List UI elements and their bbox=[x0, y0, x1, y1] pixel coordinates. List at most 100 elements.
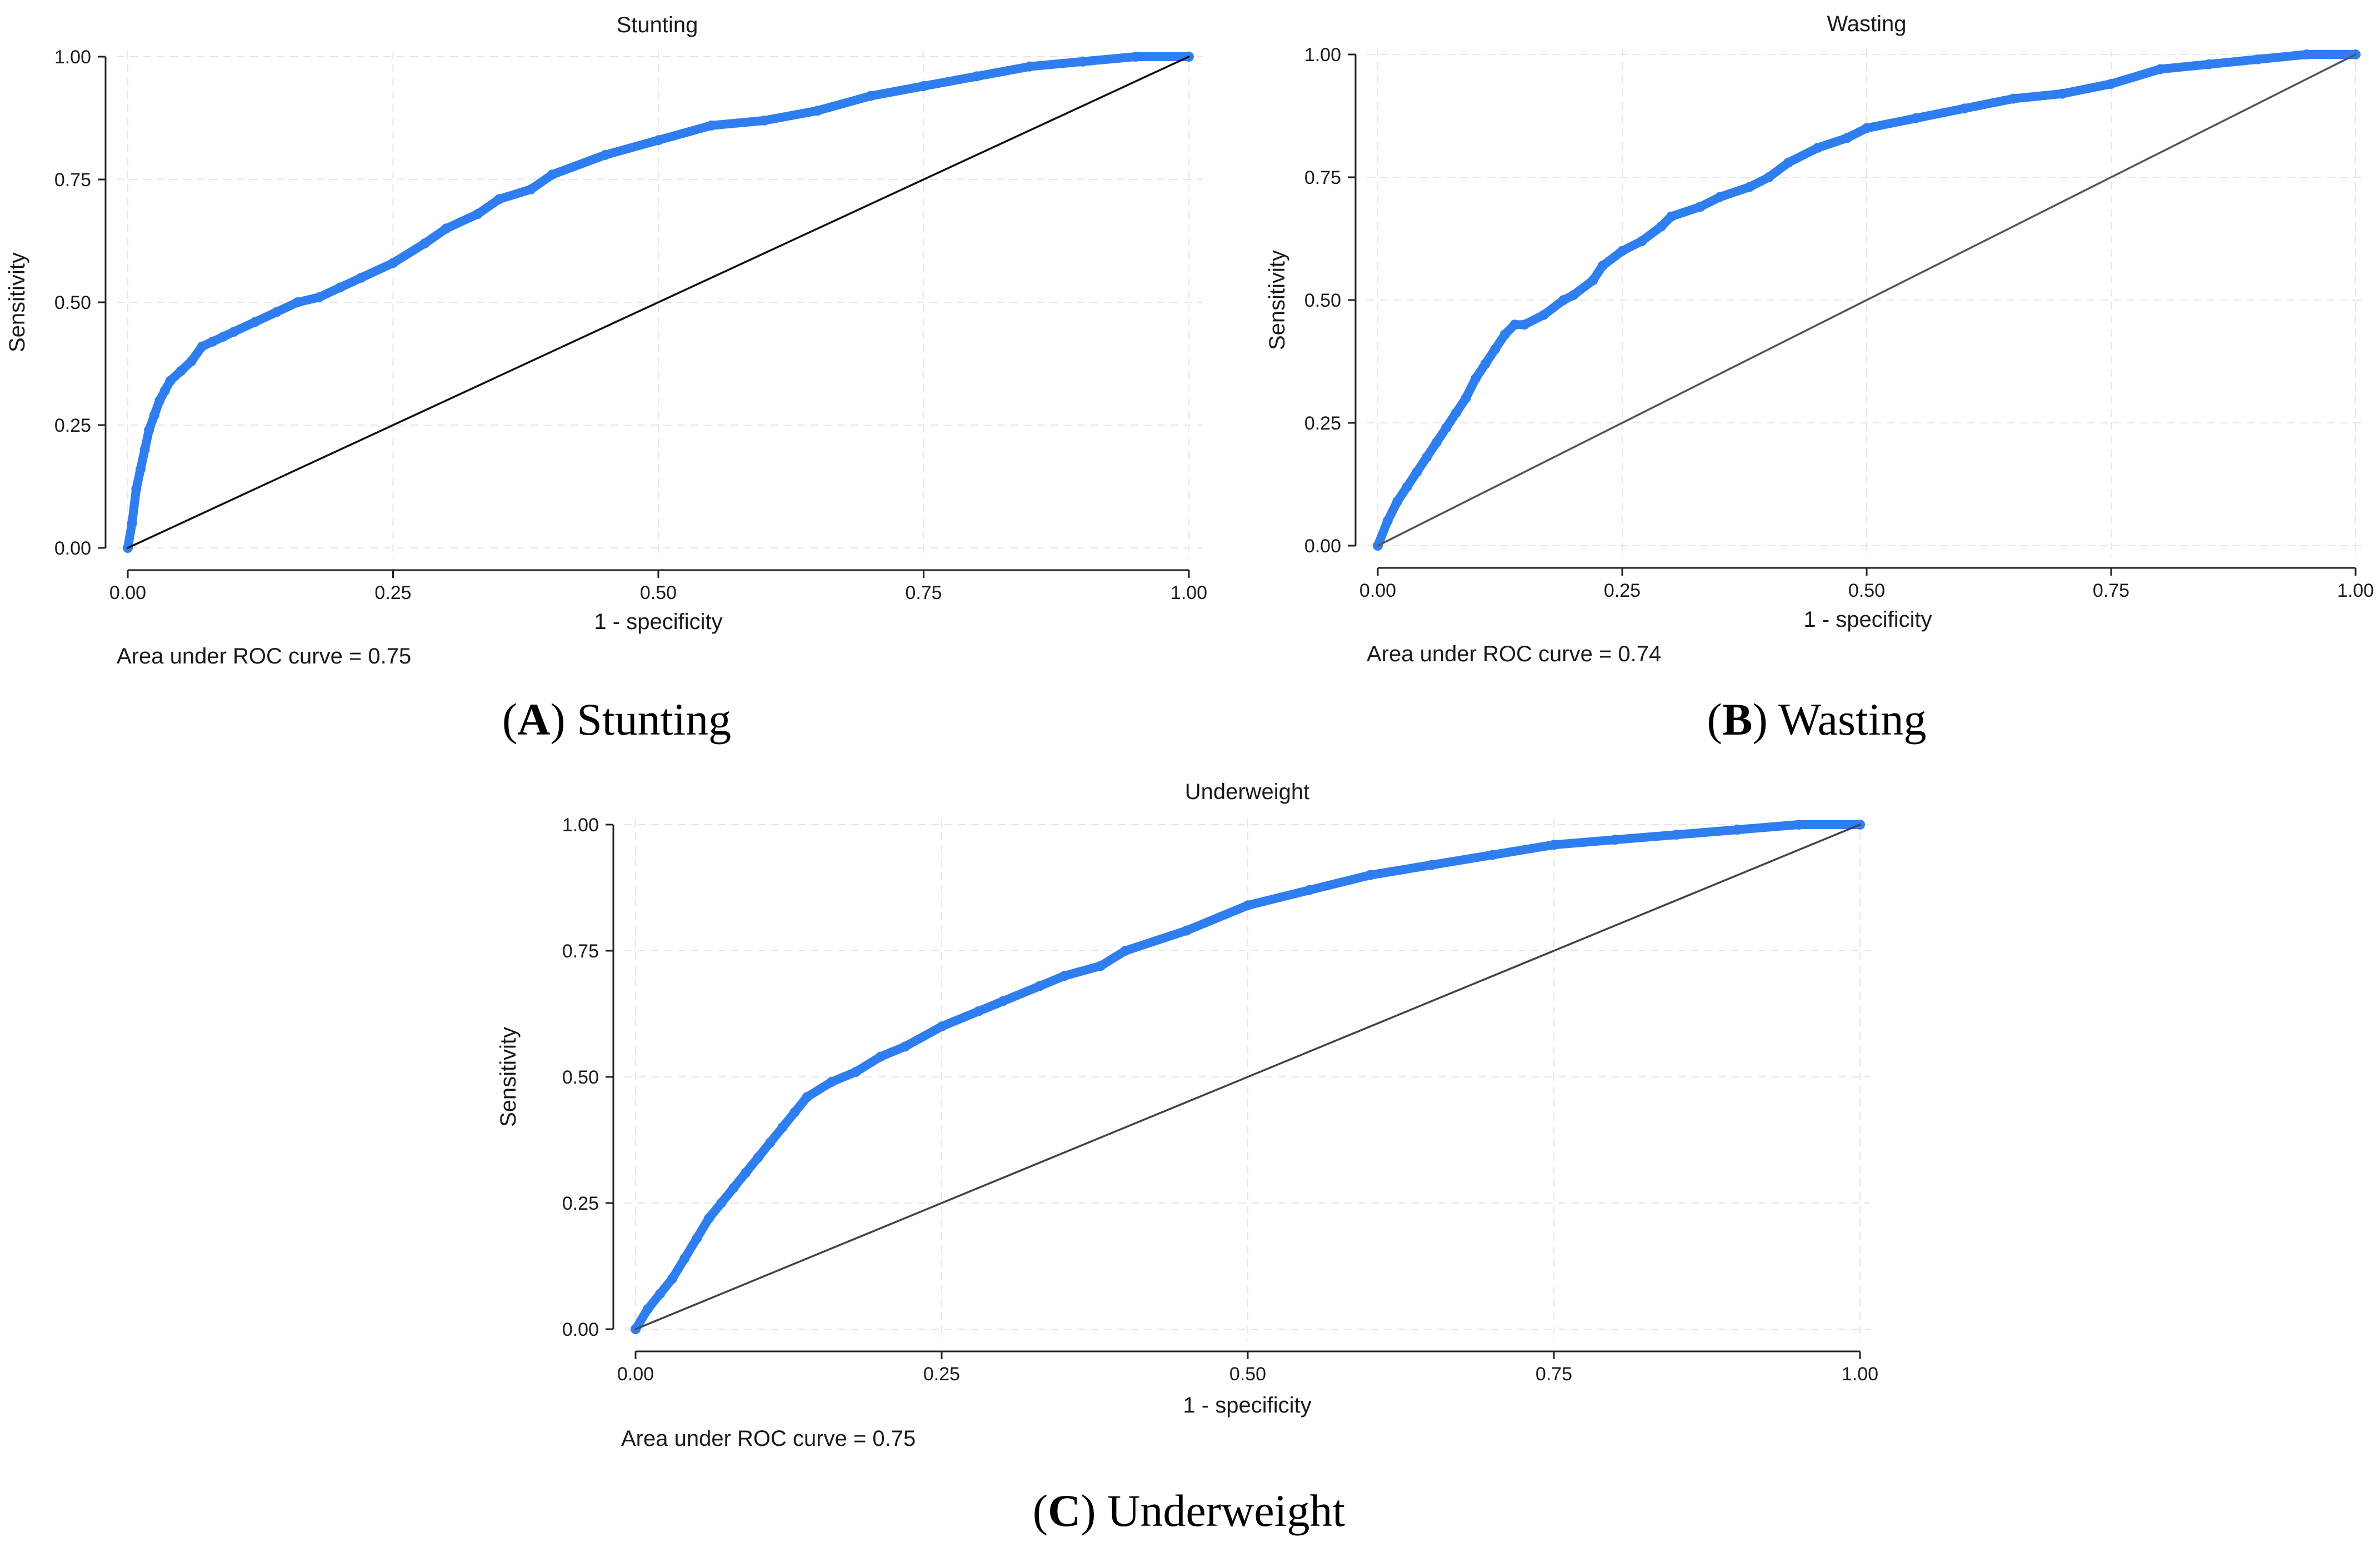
y-axis-label: Sensitivity bbox=[1265, 250, 1289, 350]
chart-title: Wasting bbox=[1827, 12, 1906, 36]
roc-point-30 bbox=[1813, 142, 1823, 153]
x-tick-label-0: 0.00 bbox=[1359, 580, 1396, 601]
roc-point-13 bbox=[1499, 329, 1510, 340]
roc-point-2 bbox=[131, 483, 142, 494]
roc-point-34 bbox=[1959, 103, 1969, 114]
roc-point-37 bbox=[1024, 61, 1035, 72]
roc-point-9 bbox=[1461, 393, 1471, 403]
roc-point-31 bbox=[1487, 850, 1498, 860]
roc-point-14 bbox=[218, 331, 228, 342]
roc-point-20 bbox=[973, 1006, 984, 1016]
roc-point-39 bbox=[1131, 52, 1141, 62]
roc-point-33 bbox=[1911, 113, 1921, 123]
roc-chart-stunting: 0.00 0.25 0.50 0.75 1.00 0.00 0.25 0.50 0.75 1.00… bbox=[5, 13, 1207, 668]
roc-point-7 bbox=[154, 395, 165, 406]
roc-point-11 bbox=[186, 356, 197, 367]
auc-note: Area under ROC curve = 0.75 bbox=[621, 1426, 916, 1451]
x-tick-label-3: 0.75 bbox=[1536, 1364, 1572, 1385]
x-axis-label: 1 - specificity bbox=[1183, 1393, 1311, 1418]
roc-point-22 bbox=[1637, 236, 1647, 246]
caption-a-letter: A bbox=[517, 694, 551, 745]
y-tick-label-1: 0.25 bbox=[54, 415, 91, 436]
roc-point-18 bbox=[899, 1041, 910, 1052]
chart-panel-underweight: 0.00 0.25 0.50 0.75 1.00 0.00 0.25 0.50 0.75 1.00… bbox=[483, 767, 1894, 1489]
roc-point-25 bbox=[1120, 946, 1131, 956]
roc-point-25 bbox=[473, 208, 483, 219]
caption-b: (B) Wasting bbox=[1707, 694, 1927, 745]
roc-point-26 bbox=[1715, 192, 1725, 202]
roc-point-11 bbox=[1480, 358, 1491, 369]
y-tick-label-0: 0.00 bbox=[562, 1319, 599, 1340]
roc-point-18 bbox=[1568, 290, 1578, 301]
y-tick-label-2: 0.50 bbox=[1304, 290, 1341, 311]
y-tick-label-1: 0.25 bbox=[562, 1193, 599, 1214]
roc-point-14 bbox=[802, 1092, 812, 1102]
roc-point-13 bbox=[207, 336, 218, 347]
y-tick-label-4: 1.00 bbox=[1304, 44, 1341, 66]
roc-point-30 bbox=[1426, 860, 1437, 870]
roc-point-10 bbox=[176, 366, 186, 376]
x-axis-label: 1 - specificity bbox=[1803, 607, 1932, 632]
roc-point-14 bbox=[1509, 320, 1520, 330]
roc-point-27 bbox=[1243, 900, 1253, 911]
roc-point-22 bbox=[388, 258, 398, 268]
x-axis-label: 1 - specificity bbox=[594, 610, 722, 634]
roc-point-2 bbox=[1392, 496, 1403, 507]
roc-point-17 bbox=[271, 307, 282, 317]
roc-point-9 bbox=[165, 376, 176, 386]
y-tick-label-3: 0.75 bbox=[562, 941, 599, 962]
roc-point-8 bbox=[159, 386, 170, 396]
roc-point-6 bbox=[149, 410, 159, 421]
y-tick-label-4: 1.00 bbox=[54, 47, 91, 68]
roc-point-12 bbox=[197, 341, 207, 352]
roc-point-18 bbox=[292, 297, 303, 307]
x-tick-label-3: 0.75 bbox=[905, 582, 942, 603]
roc-point-36 bbox=[972, 71, 982, 82]
caption-c-letter: C bbox=[1048, 1485, 1081, 1536]
x-tick-label-0: 0.00 bbox=[617, 1364, 654, 1385]
roc-point-4 bbox=[139, 445, 150, 455]
roc-point-6 bbox=[1431, 437, 1442, 448]
caption-b-letter: B bbox=[1722, 694, 1753, 745]
roc-point-15 bbox=[229, 327, 239, 337]
x-tick-label-1: 0.25 bbox=[374, 582, 411, 603]
x-tick-label-4: 1.00 bbox=[1171, 582, 1207, 603]
roc-point-15 bbox=[826, 1077, 837, 1087]
x-tick-label-1: 0.25 bbox=[923, 1364, 960, 1385]
roc-point-36 bbox=[1793, 820, 1804, 830]
roc-point-5 bbox=[692, 1233, 702, 1244]
roc-point-32 bbox=[759, 115, 769, 126]
roc-point-28 bbox=[547, 169, 557, 180]
roc-point-15 bbox=[1519, 320, 1529, 330]
chart-title: Stunting bbox=[617, 13, 698, 37]
caption-a-text: Stunting bbox=[577, 694, 732, 745]
x-tick-label-1: 0.25 bbox=[1604, 580, 1641, 601]
roc-point-19 bbox=[1588, 275, 1598, 286]
reference-line bbox=[1377, 53, 2357, 547]
y-tick-label-2: 0.50 bbox=[562, 1067, 599, 1088]
roc-point-24 bbox=[1096, 961, 1106, 971]
roc-point-8 bbox=[1451, 408, 1461, 418]
roc-point-36 bbox=[2057, 88, 2067, 99]
roc-point-29 bbox=[600, 149, 611, 160]
roc-chart-wasting: 0.00 0.25 0.50 0.75 1.00 0.00 0.25 0.50 0.75 1.00… bbox=[1265, 12, 2374, 666]
roc-point-41 bbox=[2302, 49, 2312, 59]
roc-point-21 bbox=[1617, 246, 1627, 256]
x-tick-label-4: 1.00 bbox=[1842, 1364, 1878, 1385]
caption-b-text: Wasting bbox=[1778, 694, 1927, 745]
roc-point-32 bbox=[1862, 123, 1872, 133]
roc-point-29 bbox=[1365, 870, 1376, 880]
roc-point-12 bbox=[777, 1122, 788, 1132]
caption-a: (A) Stunting bbox=[502, 694, 732, 745]
roc-point-38 bbox=[2155, 64, 2165, 74]
roc-point-35 bbox=[918, 81, 929, 92]
roc-point-17 bbox=[875, 1051, 886, 1062]
roc-point-1 bbox=[127, 518, 137, 528]
roc-point-2 bbox=[655, 1289, 666, 1299]
roc-chart-underweight: 0.00 0.25 0.50 0.75 1.00 0.00 0.25 0.50 0.75 1.00… bbox=[496, 780, 1878, 1451]
y-tick-label-3: 0.75 bbox=[54, 169, 91, 191]
roc-point-26 bbox=[1181, 925, 1192, 936]
x-tick-label-3: 0.75 bbox=[2093, 580, 2129, 601]
roc-point-17 bbox=[1558, 295, 1569, 305]
auc-note: Area under ROC curve = 0.75 bbox=[117, 644, 411, 668]
